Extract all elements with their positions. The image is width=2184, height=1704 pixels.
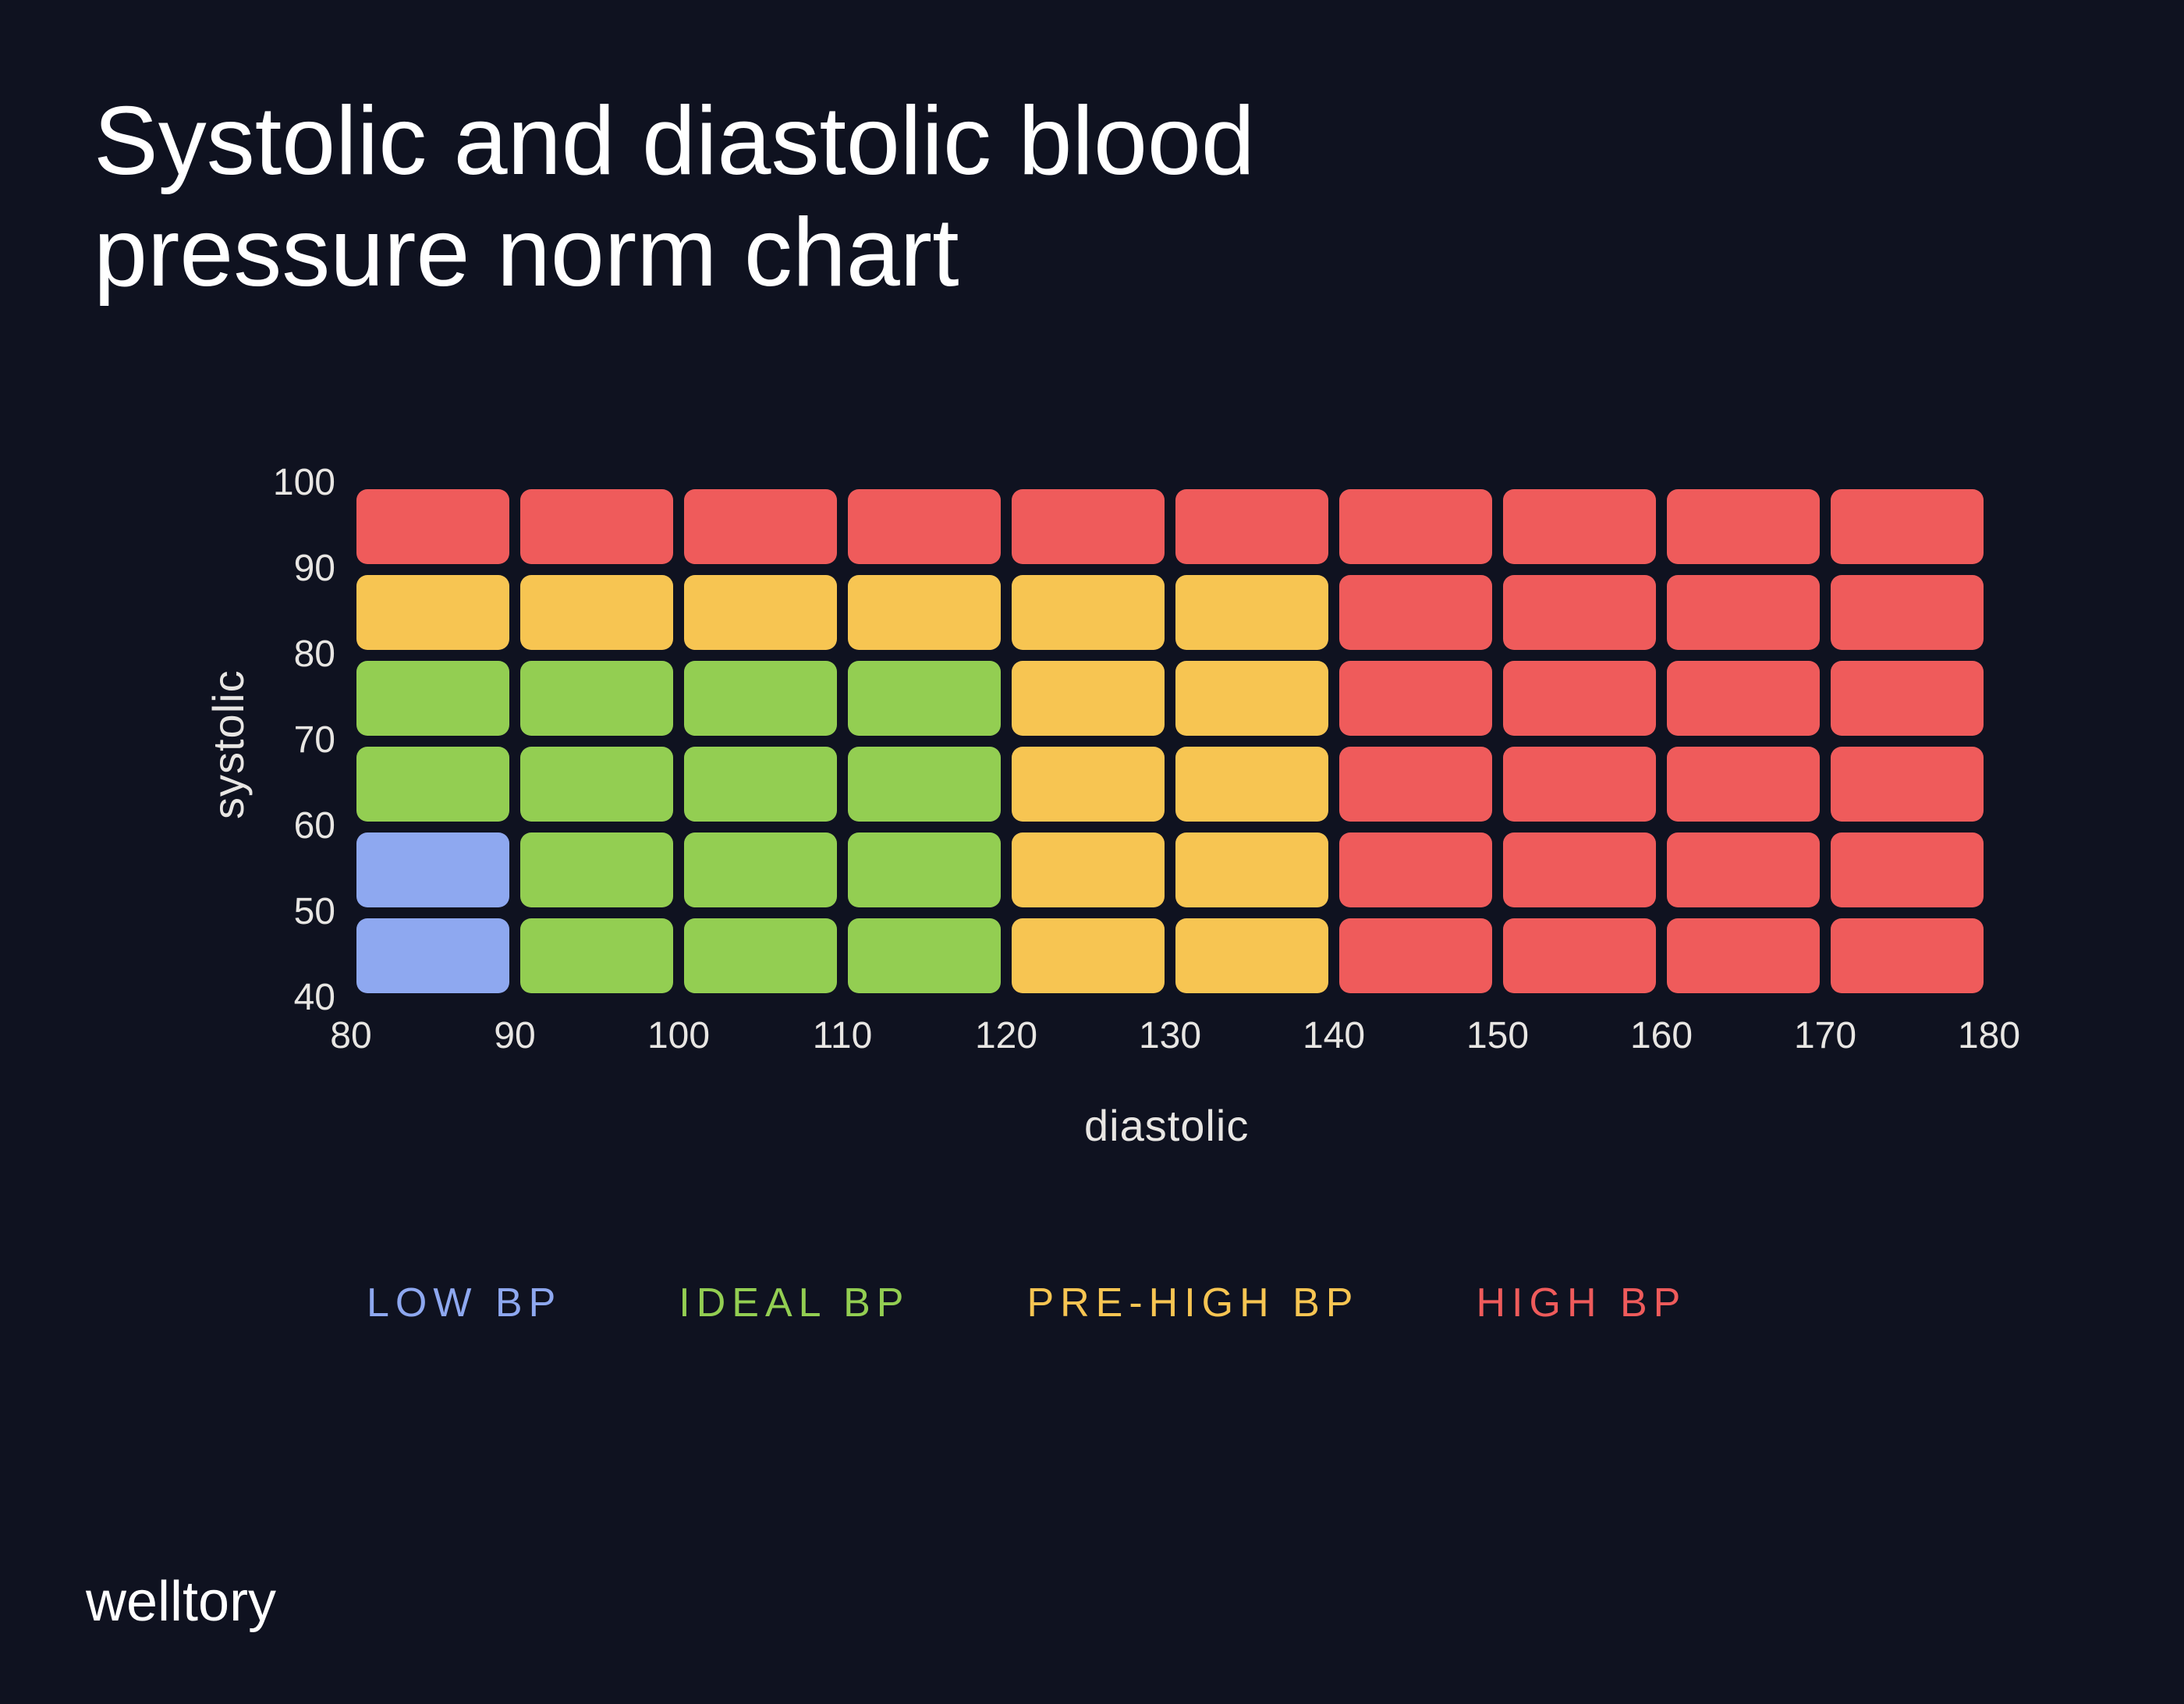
heatmap-cell	[1667, 661, 1820, 736]
heatmap-cell	[848, 918, 1001, 993]
heatmap-cell	[1175, 918, 1328, 993]
heatmap-cell	[356, 575, 509, 650]
y-axis-label: systolic	[203, 669, 254, 819]
heatmap-cell	[684, 832, 837, 907]
x-tick: 130	[1123, 1014, 1217, 1057]
x-tick: 180	[1942, 1014, 2036, 1057]
heatmap-cell	[684, 489, 837, 564]
heatmap-cell	[1175, 832, 1328, 907]
heatmap-cell	[520, 747, 673, 822]
heatmap-cell	[848, 575, 1001, 650]
heatmap-cell	[1667, 747, 1820, 822]
heatmap-cell	[1012, 575, 1165, 650]
heatmap-cell	[1339, 661, 1492, 736]
y-tick: 60	[250, 804, 335, 847]
y-tick: 50	[250, 890, 335, 933]
heatmap-cell	[1339, 918, 1492, 993]
heatmap-cell	[848, 661, 1001, 736]
heatmap-cell	[356, 918, 509, 993]
heatmap-cell	[1012, 489, 1165, 564]
y-tick: 80	[250, 633, 335, 676]
heatmap-cell	[1339, 575, 1492, 650]
heatmap-cell	[356, 489, 509, 564]
heatmap-cell	[1831, 661, 1984, 736]
page-title: Systolic and diastolic bloodpressure nor…	[94, 86, 1255, 308]
y-tick: 90	[250, 547, 335, 590]
heatmap-cell	[1831, 489, 1984, 564]
heatmap-cell	[684, 918, 837, 993]
heatmap-cell	[1503, 489, 1656, 564]
heatmap-grid	[351, 484, 1989, 999]
heatmap-cell	[520, 661, 673, 736]
legend-item-ideal: IDEAL BP	[679, 1280, 909, 1326]
heatmap-cell	[1503, 661, 1656, 736]
x-tick: 170	[1778, 1014, 1872, 1057]
heatmap-cell	[1339, 832, 1492, 907]
heatmap-cell	[520, 918, 673, 993]
heatmap-cell	[1503, 832, 1656, 907]
heatmap-cell	[684, 575, 837, 650]
heatmap-cell	[1503, 747, 1656, 822]
heatmap-cell	[520, 575, 673, 650]
heatmap-cell	[1339, 489, 1492, 564]
heatmap-cell	[1667, 489, 1820, 564]
heatmap-cell	[1012, 918, 1165, 993]
legend-item-high: HIGH BP	[1477, 1280, 1687, 1326]
x-axis-label: diastolic	[1084, 1100, 1249, 1151]
heatmap-cell	[1831, 832, 1984, 907]
heatmap-cell	[1012, 661, 1165, 736]
legend-item-prehigh: PRE-HIGH BP	[1026, 1280, 1359, 1326]
heatmap-cell	[1831, 575, 1984, 650]
heatmap-cell	[848, 832, 1001, 907]
x-tick: 160	[1615, 1014, 1708, 1057]
heatmap-cell	[848, 747, 1001, 822]
x-tick: 120	[959, 1014, 1053, 1057]
legend-item-low: LOW BP	[367, 1280, 562, 1326]
heatmap-cell	[356, 832, 509, 907]
heatmap-cell	[356, 747, 509, 822]
y-tick: 70	[250, 719, 335, 761]
heatmap-cell	[520, 832, 673, 907]
x-tick: 140	[1287, 1014, 1381, 1057]
x-tick: 150	[1451, 1014, 1544, 1057]
heatmap-cell	[520, 489, 673, 564]
heatmap-cell	[1667, 918, 1820, 993]
heatmap-cell	[1175, 661, 1328, 736]
heatmap-cell	[1503, 918, 1656, 993]
heatmap-cell	[1339, 747, 1492, 822]
brand-logo: welltory	[86, 1570, 276, 1634]
heatmap-cell	[684, 747, 837, 822]
heatmap-cell	[356, 661, 509, 736]
x-tick: 100	[632, 1014, 725, 1057]
x-tick: 110	[796, 1014, 889, 1057]
heatmap-cell	[1012, 832, 1165, 907]
heatmap-cell	[684, 661, 837, 736]
heatmap-cell	[1831, 918, 1984, 993]
y-tick: 100	[250, 461, 335, 504]
heatmap-cell	[1831, 747, 1984, 822]
x-tick: 90	[468, 1014, 562, 1057]
heatmap-cell	[1503, 575, 1656, 650]
heatmap-cell	[1175, 747, 1328, 822]
heatmap-cell	[1012, 747, 1165, 822]
heatmap-cell	[1667, 575, 1820, 650]
heatmap-cell	[1667, 832, 1820, 907]
legend: LOW BP IDEAL BP PRE-HIGH BP HIGH BP	[367, 1280, 1686, 1326]
y-tick: 40	[250, 976, 335, 1019]
heatmap-cell	[1175, 489, 1328, 564]
heatmap-cell	[848, 489, 1001, 564]
x-tick: 80	[304, 1014, 398, 1057]
heatmap-cell	[1175, 575, 1328, 650]
